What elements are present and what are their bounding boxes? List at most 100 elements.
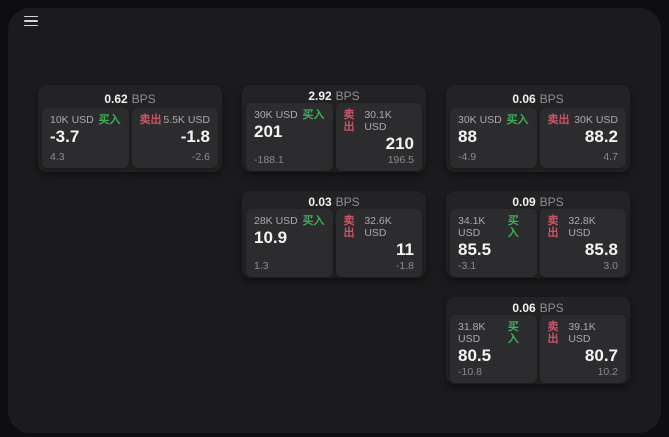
sell-amount-label: 32.6K USD xyxy=(364,215,392,239)
buy-price-value: 85.5 xyxy=(458,240,492,259)
sell-action-label: 卖出 xyxy=(547,215,559,239)
sell-price-value: 80.7 xyxy=(584,346,618,365)
bps-unit-label: BPS xyxy=(335,195,360,209)
buy-action-label: 买入 xyxy=(98,114,121,126)
hamburger-bar xyxy=(24,24,38,27)
buy-tile-top-row: 30K USD 买入 xyxy=(254,109,325,121)
bps-value: 0.09 xyxy=(512,195,536,209)
bps-value: 2.92 xyxy=(308,89,332,103)
buy-amount-label: 28K USD xyxy=(254,215,298,227)
sell-tile-top-row: 卖出 5.5K USD xyxy=(140,114,211,126)
buy-action-label: 买入 xyxy=(506,114,529,126)
sell-price-tile[interactable]: 卖出 39.1K USD 80.7 10.2 xyxy=(539,315,626,383)
quote-card: 0.09 BPS 34.1K USD 买入 85.5 -3.1 卖出 32.8K… xyxy=(446,191,630,278)
sell-amount-label: 32.8K USD xyxy=(568,215,596,239)
sell-delta-value: 4.7 xyxy=(603,151,618,163)
sell-tile-top-row: 卖出 32.8K USD xyxy=(548,215,619,239)
sell-delta-value: -1.8 xyxy=(395,260,414,272)
quote-card-body: 31.8K USD 买入 80.5 -10.8 卖出 39.1K USD 80.… xyxy=(450,315,626,383)
sell-price-value: 85.8 xyxy=(584,240,618,259)
buy-price-tile[interactable]: 31.8K USD 买入 80.5 -10.8 xyxy=(450,315,537,383)
sell-price-tile[interactable]: 卖出 32.6K USD 11 -1.8 xyxy=(335,209,422,277)
buy-price-value: 201 xyxy=(254,122,283,141)
bps-value: 0.06 xyxy=(512,301,536,315)
sell-action-label: 卖出 xyxy=(547,321,559,345)
buy-price-tile[interactable]: 34.1K USD 买入 85.5 -3.1 xyxy=(450,209,537,277)
sell-action-label: 卖出 xyxy=(139,114,162,126)
bps-value: 0.62 xyxy=(104,91,128,106)
bps-unit-label: BPS xyxy=(539,91,564,106)
hamburger-menu-icon[interactable] xyxy=(20,9,44,33)
buy-price-value: 80.5 xyxy=(458,346,492,365)
buy-delta-value: 1.3 xyxy=(254,260,269,272)
sell-price-value: 210 xyxy=(385,134,414,153)
bps-unit-label: BPS xyxy=(335,89,360,103)
sell-price-value: -1.8 xyxy=(180,127,210,146)
buy-action-label: 买入 xyxy=(302,109,325,121)
bps-header: 0.06 BPS xyxy=(450,89,626,108)
buy-amount-label: 10K USD xyxy=(50,114,94,126)
sell-price-value: 88.2 xyxy=(584,127,618,146)
bps-header: 0.62 BPS xyxy=(42,89,218,108)
sell-price-tile[interactable]: 卖出 5.5K USD -1.8 -2.6 xyxy=(131,108,218,168)
sell-delta-value: 10.2 xyxy=(597,366,618,378)
buy-amount-label: 30K USD xyxy=(254,109,298,121)
bps-header: 2.92 BPS xyxy=(246,89,422,103)
sell-action-label: 卖出 xyxy=(343,109,355,133)
main-panel: 0.62 BPS 10K USD 买入 -3.7 4.3 卖出 5.5K USD… xyxy=(8,8,661,433)
buy-price-value: 88 xyxy=(458,127,477,146)
quote-card-body: 30K USD 买入 201 -188.1 卖出 30.1K USD 210 1… xyxy=(246,103,422,171)
sell-amount-label: 39.1K USD xyxy=(568,321,596,345)
sell-tile-top-row: 卖出 39.1K USD xyxy=(548,321,619,345)
sell-delta-value: 3.0 xyxy=(603,260,618,272)
sell-action-label: 卖出 xyxy=(547,114,570,126)
buy-amount-label: 31.8K USD xyxy=(458,321,486,345)
buy-price-value: 10.9 xyxy=(254,228,288,247)
sell-amount-label: 30K USD xyxy=(574,114,618,126)
buy-action-label: 买入 xyxy=(507,321,519,345)
bps-header: 0.09 BPS xyxy=(450,195,626,209)
buy-price-tile[interactable]: 30K USD 买入 201 -188.1 xyxy=(246,103,333,171)
buy-price-tile[interactable]: 28K USD 买入 10.9 1.3 xyxy=(246,209,333,277)
sell-amount-label: 5.5K USD xyxy=(163,114,210,126)
buy-delta-value: -10.8 xyxy=(458,366,482,378)
bps-value: 0.06 xyxy=(512,91,536,106)
bps-unit-label: BPS xyxy=(539,301,564,315)
buy-delta-value: -4.9 xyxy=(458,151,477,163)
bps-unit-label: BPS xyxy=(131,91,156,106)
sell-price-tile[interactable]: 卖出 30K USD 88.2 4.7 xyxy=(539,108,626,168)
quote-card: 0.06 BPS 30K USD 买入 88 -4.9 卖出 30K USD 8… xyxy=(446,85,630,172)
buy-price-value: -3.7 xyxy=(50,127,80,146)
quote-card-body: 34.1K USD 买入 85.5 -3.1 卖出 32.8K USD 85.8… xyxy=(450,209,626,277)
buy-price-tile[interactable]: 30K USD 买入 88 -4.9 xyxy=(450,108,537,168)
buy-tile-top-row: 30K USD 买入 xyxy=(458,114,529,126)
quote-card: 0.06 BPS 31.8K USD 买入 80.5 -10.8 卖出 39.1… xyxy=(446,297,630,384)
sell-price-value: 11 xyxy=(396,240,414,259)
buy-delta-value: 4.3 xyxy=(50,151,65,163)
sell-price-tile[interactable]: 卖出 30.1K USD 210 196.5 xyxy=(335,103,422,171)
buy-tile-top-row: 31.8K USD 买入 xyxy=(458,321,529,345)
buy-amount-label: 30K USD xyxy=(458,114,502,126)
bps-value: 0.03 xyxy=(308,195,332,209)
buy-delta-value: -3.1 xyxy=(458,260,477,272)
buy-price-tile[interactable]: 10K USD 买入 -3.7 4.3 xyxy=(42,108,129,168)
buy-tile-top-row: 34.1K USD 买入 xyxy=(458,215,529,239)
sell-amount-label: 30.1K USD xyxy=(364,109,392,133)
quote-card: 0.03 BPS 28K USD 买入 10.9 1.3 卖出 32.6K US… xyxy=(242,191,426,278)
hamburger-bar xyxy=(24,15,38,18)
quote-card-body: 28K USD 买入 10.9 1.3 卖出 32.6K USD 11 -1.8 xyxy=(246,209,422,277)
sell-tile-top-row: 卖出 32.6K USD xyxy=(344,215,415,239)
hamburger-bar xyxy=(24,20,38,22)
sell-tile-top-row: 卖出 30K USD xyxy=(548,114,619,126)
bps-header: 0.03 BPS xyxy=(246,195,422,209)
buy-tile-top-row: 10K USD 买入 xyxy=(50,114,121,126)
quote-card: 2.92 BPS 30K USD 买入 201 -188.1 卖出 30.1K … xyxy=(242,85,426,172)
sell-price-tile[interactable]: 卖出 32.8K USD 85.8 3.0 xyxy=(539,209,626,277)
sell-action-label: 卖出 xyxy=(343,215,355,239)
quote-card-body: 30K USD 买入 88 -4.9 卖出 30K USD 88.2 4.7 xyxy=(450,108,626,168)
quote-cards-grid: 0.62 BPS 10K USD 买入 -3.7 4.3 卖出 5.5K USD… xyxy=(38,85,630,384)
sell-delta-value: -2.6 xyxy=(191,151,210,163)
sell-tile-top-row: 卖出 30.1K USD xyxy=(344,109,415,133)
buy-delta-value: -188.1 xyxy=(254,154,284,166)
bps-unit-label: BPS xyxy=(539,195,564,209)
